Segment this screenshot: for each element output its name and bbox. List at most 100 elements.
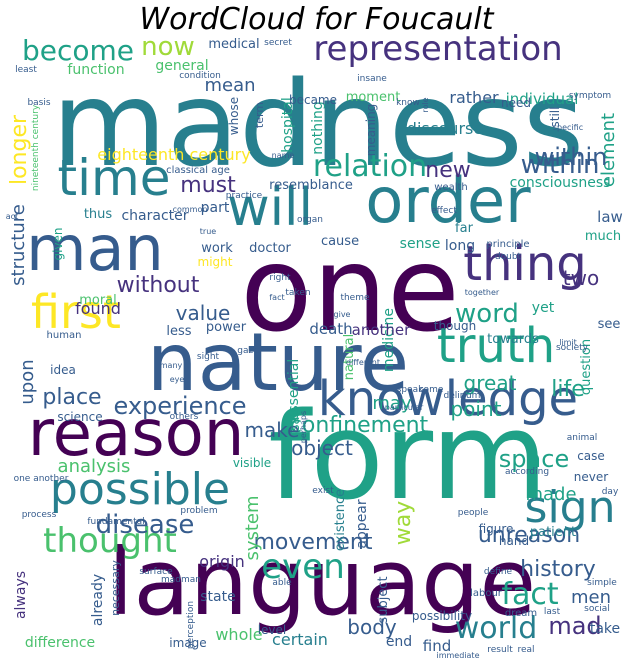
word-image: image bbox=[169, 636, 206, 650]
word-difference: difference bbox=[25, 635, 95, 651]
word-doctor: doctor bbox=[249, 241, 291, 256]
word-cause: cause bbox=[321, 234, 359, 249]
word-thing: thing bbox=[463, 236, 586, 292]
word-day: day bbox=[602, 487, 619, 497]
word-surface: surface bbox=[139, 567, 173, 577]
word-order: order bbox=[365, 164, 531, 237]
word-first: first bbox=[31, 285, 121, 339]
word-individual: individual bbox=[506, 90, 579, 108]
word-different: different bbox=[346, 358, 380, 367]
word-patient: patient bbox=[530, 525, 576, 540]
word-subject: subject bbox=[376, 576, 391, 623]
word-within: within bbox=[535, 143, 608, 171]
word-medicine: medicine bbox=[381, 308, 397, 372]
word-always: always bbox=[13, 571, 29, 619]
word-give: give bbox=[334, 310, 351, 319]
word-figure: figure bbox=[479, 522, 514, 536]
word-space: space bbox=[499, 445, 569, 473]
word-origin: origin bbox=[199, 552, 245, 571]
word-confinement: confinement bbox=[290, 413, 429, 438]
word-moral: moral bbox=[79, 293, 117, 308]
word-reason: reason bbox=[28, 397, 245, 471]
word-character: character bbox=[121, 208, 188, 224]
word-existence: existence bbox=[333, 489, 348, 551]
word-many: many bbox=[160, 361, 183, 370]
word-nineteenth-century: nineteenth century bbox=[31, 104, 41, 191]
word-movement: movement bbox=[254, 530, 373, 555]
word-way: way bbox=[391, 501, 416, 546]
word-immediate: immediate bbox=[437, 651, 480, 660]
word-whose: whose bbox=[227, 97, 241, 135]
word-science: science bbox=[57, 410, 102, 424]
word-real: real bbox=[517, 645, 534, 655]
word-perhaps: perhaps bbox=[299, 411, 308, 443]
word-people: people bbox=[458, 508, 489, 518]
word-state: state bbox=[200, 589, 235, 605]
word-basis: basis bbox=[27, 98, 50, 108]
word-eighteenth-century: eighteenth century bbox=[97, 145, 250, 164]
word-within: within bbox=[521, 150, 600, 180]
word-sight: sight bbox=[197, 352, 220, 362]
word-according: according bbox=[505, 467, 549, 477]
word-new: new bbox=[425, 158, 470, 183]
word-upon: upon bbox=[17, 359, 38, 404]
word-mad: mad bbox=[548, 612, 601, 640]
word-last: last bbox=[544, 607, 561, 617]
word-one-another: one another bbox=[14, 474, 69, 484]
word-sense: sense bbox=[400, 236, 441, 252]
word-level: level bbox=[258, 623, 287, 637]
word-another: another bbox=[352, 321, 411, 339]
word-principle: principle bbox=[486, 239, 529, 250]
word-power: power bbox=[206, 320, 247, 335]
word-organ: organ bbox=[297, 215, 323, 225]
word-one: one bbox=[240, 220, 460, 358]
word-will: will bbox=[227, 178, 313, 238]
word-name: name bbox=[272, 151, 295, 160]
word-part: part bbox=[201, 200, 230, 216]
word-moment: moment bbox=[346, 90, 401, 105]
word-now: now bbox=[141, 32, 195, 62]
word-delirium: delirium bbox=[444, 391, 481, 401]
word-take: take bbox=[590, 621, 620, 637]
word-work: work bbox=[201, 241, 233, 256]
word-wealth: wealth bbox=[434, 182, 468, 193]
word-visible: visible bbox=[233, 456, 271, 470]
wordcloud-title: WordCloud for Foucault bbox=[139, 2, 494, 37]
word-system: system bbox=[242, 495, 263, 560]
word-disease: disease bbox=[96, 510, 195, 540]
word-still: still bbox=[548, 107, 562, 128]
word-consciousness: consciousness bbox=[510, 175, 611, 191]
word-appear: appear bbox=[354, 499, 370, 549]
word-role: role bbox=[421, 97, 430, 112]
word-word: word bbox=[455, 299, 519, 329]
word-symptom: symptom bbox=[569, 91, 611, 101]
word-eye: eye bbox=[170, 375, 185, 384]
word-rather: rather bbox=[449, 88, 499, 107]
word-fact: fact bbox=[269, 293, 284, 302]
word-body: body bbox=[347, 615, 397, 639]
word-come: come bbox=[419, 385, 444, 395]
word-condition: condition bbox=[179, 71, 221, 81]
word-society: society bbox=[556, 343, 589, 353]
word-far: far bbox=[455, 221, 474, 236]
word-man: man bbox=[26, 212, 164, 285]
word-even: even bbox=[261, 547, 345, 587]
word-specific: specific bbox=[553, 123, 583, 132]
word-hospital: hospital bbox=[280, 97, 296, 152]
word-insane: insane bbox=[357, 74, 387, 84]
word-process: process bbox=[22, 510, 57, 520]
word-whole: whole bbox=[215, 625, 262, 644]
word-act: act bbox=[6, 212, 18, 221]
word-meaning: meaning bbox=[364, 104, 378, 157]
word-thus: thus bbox=[84, 207, 113, 222]
word-possible: possible bbox=[50, 464, 230, 515]
word-able: able bbox=[272, 578, 292, 588]
word-idea: idea bbox=[50, 363, 76, 377]
word-madman: madman bbox=[161, 575, 201, 585]
word-true: true bbox=[200, 227, 216, 236]
word-perception: perception bbox=[186, 601, 196, 649]
word-made: made bbox=[525, 484, 576, 505]
word-world: world bbox=[455, 611, 538, 646]
word-may: may bbox=[372, 393, 412, 414]
word-necessary: necessary bbox=[109, 560, 122, 616]
